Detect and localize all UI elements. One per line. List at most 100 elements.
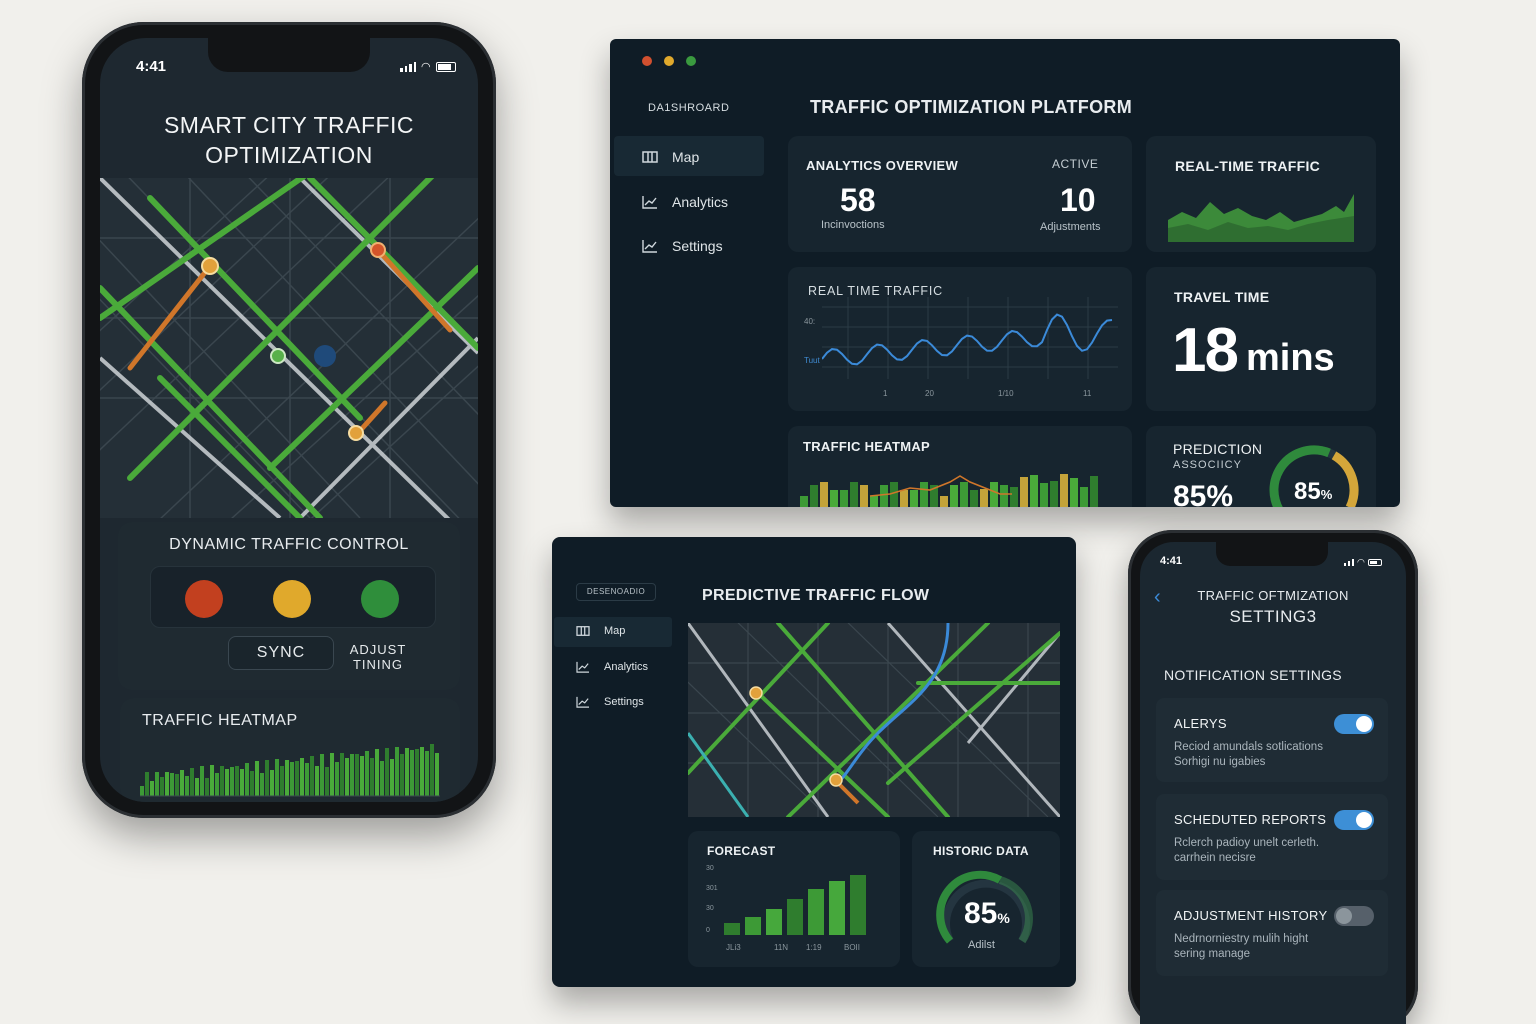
prediction-subtitle: ASSOCIICY (1173, 459, 1242, 471)
realtime-traffic-card: REAL-TIME TRAFFIC (1146, 136, 1376, 252)
forecast-bar (808, 889, 824, 935)
heatmap-bar (290, 762, 294, 796)
maximize-window-button[interactable] (686, 56, 696, 66)
setting-title: SCHEDUTED REPORTS (1174, 812, 1327, 827)
alerts-toggle[interactable] (1334, 714, 1374, 734)
sidebar-header: DESENOADIO (576, 583, 656, 601)
heatmap-bar (1040, 483, 1048, 507)
heatmap-bar (300, 758, 304, 796)
intersection-marker[interactable] (348, 425, 364, 441)
historic-label: Adilst (968, 939, 995, 951)
city-map[interactable] (100, 178, 478, 518)
heatmap-bar (330, 753, 334, 796)
heatmap-bar (830, 490, 838, 507)
heatmap-bar (350, 754, 354, 796)
y-axis-label: 30 (706, 865, 714, 872)
forecast-bar (787, 899, 803, 935)
adjust-timing-button[interactable]: ADJUST TINING (342, 642, 414, 672)
heatmap-bar (950, 485, 958, 507)
heatmap-bar (145, 772, 149, 796)
signal-icon (400, 61, 416, 72)
predictive-map[interactable] (688, 623, 1060, 817)
heatmap-bar (820, 482, 828, 507)
red-light-button[interactable] (185, 580, 223, 618)
heatmap-bar (210, 765, 214, 796)
heatmap-bar (990, 482, 998, 507)
historic-title: HISTORIC DATA (933, 844, 1029, 858)
sidebar-item-map[interactable]: Map (642, 149, 699, 165)
x-axis-label: BOII (844, 943, 861, 952)
heatmap-bar (180, 770, 184, 796)
x-axis-label: 1/10 (998, 389, 1014, 398)
realtime-line-card: REAL TIME TRAFFIC 40: Tuut 1 20 1/10 11 (788, 267, 1132, 411)
setting-description: Rclerch padioy unelt cerleth. carrhein n… (1174, 836, 1374, 866)
intersection-marker[interactable] (370, 242, 386, 258)
heatmap-bar (910, 490, 918, 507)
heatmap-bar (425, 751, 429, 796)
sidebar-item-map[interactable]: Map (576, 625, 625, 637)
intersection-marker[interactable] (749, 686, 763, 700)
back-chevron-icon[interactable]: ‹ (1154, 586, 1161, 608)
sidebar-header: DA1SHROARD (648, 102, 730, 114)
heatmap-bar (940, 496, 948, 507)
heatmap-bar (355, 754, 359, 796)
heatmap-bar (810, 485, 818, 507)
setting-desc-line: sering manage (1174, 948, 1251, 960)
forecast-title: FORECAST (707, 844, 776, 858)
prediction-card: PREDICTION ASSOCIICY 85% 85% (1146, 426, 1376, 507)
sidebar-active-bg (554, 617, 672, 647)
heatmap-bar (230, 767, 234, 796)
setting-desc-line: Nedrnorniestry mulih hight (1174, 933, 1309, 945)
sidebar-item-analytics[interactable]: Analytics (576, 661, 648, 673)
historic-unit: % (997, 910, 1010, 926)
settings-phone: 4:41 ◠ ‹ TRAFFIC OFTMIZATION SETTING3 NO… (1128, 530, 1418, 1024)
adjust-line-2: TINING (352, 657, 404, 672)
heatmap-bar (240, 769, 244, 796)
scheduled-reports-toggle[interactable] (1334, 810, 1374, 830)
intersection-marker[interactable] (201, 257, 219, 275)
heatmap-bar (380, 761, 384, 796)
congestion-segment (836, 781, 860, 805)
heatmap-bar (205, 778, 209, 796)
heatmap-bar (385, 748, 389, 796)
heatmap-bar (435, 753, 439, 796)
heatmap-bar (310, 756, 314, 796)
gauge-number: 85 (1294, 478, 1321, 505)
status-time: 4:41 (1160, 555, 1183, 567)
forecast-bar (766, 909, 782, 935)
intersection-marker[interactable] (270, 348, 286, 364)
adjustment-history-setting: ADJUSTMENT HISTORY Nedrnorniestry mulih … (1156, 890, 1388, 976)
y-axis-label: 301 (706, 885, 718, 892)
x-axis-label: 1:19 (806, 943, 822, 952)
green-light-button[interactable] (361, 580, 399, 618)
setting-desc-line: Sorhigi nu igabies (1174, 756, 1266, 768)
heatmap-bar (1030, 475, 1038, 507)
heatmap-bar (165, 772, 169, 796)
battery-icon (435, 61, 456, 72)
yellow-light-button[interactable] (273, 580, 311, 618)
sync-button[interactable]: SYNC (228, 636, 334, 670)
heatmap-bar (250, 771, 254, 796)
heatmap-bar (150, 781, 154, 796)
settings-title-line-2: SETTING3 (1229, 607, 1317, 626)
sidebar-item-settings[interactable]: Settings (642, 238, 723, 254)
sidebar-item-analytics[interactable]: Analytics (642, 194, 728, 210)
setting-description: Nedrnorniestry mulih hight sering manage (1174, 932, 1374, 962)
adjustment-history-toggle[interactable] (1334, 906, 1374, 926)
location-marker[interactable] (314, 345, 336, 367)
heatmap-bar (185, 776, 189, 796)
sidebar-item-settings[interactable]: Settings (576, 696, 644, 708)
battery-icon (1367, 559, 1382, 566)
heatmap-bar (295, 761, 299, 796)
close-window-button[interactable] (642, 56, 652, 66)
heatmap-bar (365, 751, 369, 796)
minimize-window-button[interactable] (664, 56, 674, 66)
sidebar-active-bg (614, 136, 764, 176)
page-title: PREDICTIVE TRAFFIC FLOW (702, 587, 930, 604)
y-axis-label: 40: (804, 317, 816, 326)
signal-icon (1344, 559, 1354, 566)
heatmap-bar (260, 773, 264, 796)
heatmap-bar (225, 769, 229, 796)
heatmap-bar (1080, 487, 1088, 507)
intersection-marker[interactable] (829, 773, 843, 787)
